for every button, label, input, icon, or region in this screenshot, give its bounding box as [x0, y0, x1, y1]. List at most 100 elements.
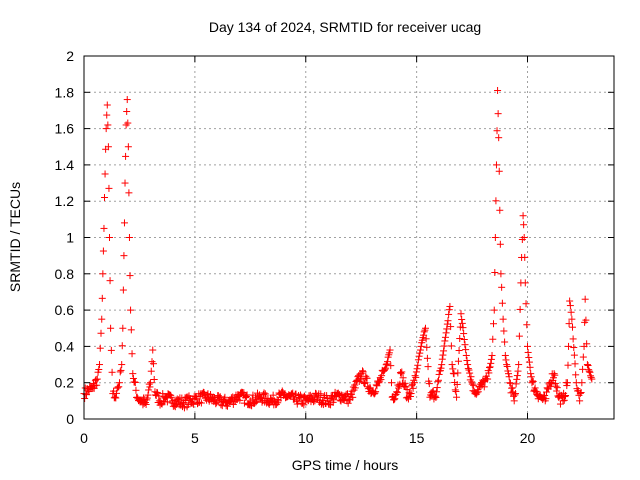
y-tick-label: 1.8 [55, 84, 75, 100]
data-point [438, 355, 446, 363]
data-point [516, 305, 524, 313]
data-point [498, 299, 506, 307]
data-point [480, 383, 488, 391]
data-point [128, 350, 136, 358]
data-point [587, 373, 595, 381]
data-point [508, 384, 516, 392]
data-point [431, 392, 439, 400]
data-point [465, 366, 473, 374]
data-point [467, 373, 475, 381]
data-point [260, 389, 268, 397]
data-point [381, 365, 389, 373]
data-point [568, 315, 576, 323]
data-point [103, 101, 111, 109]
data-point [150, 375, 158, 383]
data-point [439, 351, 447, 359]
data-point [582, 316, 590, 324]
data-point [449, 365, 457, 373]
data-point [93, 381, 101, 389]
data-point [485, 369, 493, 377]
data-point [161, 394, 169, 402]
data-point [98, 294, 106, 302]
data-point [387, 362, 395, 370]
data-point [123, 96, 131, 104]
data-point [383, 358, 391, 366]
data-point [113, 389, 121, 397]
data-point [529, 377, 537, 385]
data-point [587, 372, 595, 380]
data-point [423, 343, 431, 351]
data-point [565, 342, 573, 350]
x-tick-label: 5 [191, 430, 199, 446]
data-point [415, 352, 423, 360]
data-point [153, 389, 161, 397]
data-point [377, 376, 385, 384]
y-tick-label: 2 [66, 48, 74, 64]
data-point [120, 252, 128, 260]
x-tick-label: 20 [520, 430, 536, 446]
data-point [95, 365, 103, 373]
data-point [525, 354, 533, 362]
data-point [488, 351, 496, 359]
data-point [101, 194, 109, 202]
data-point [391, 395, 399, 403]
data-point [416, 346, 424, 354]
data-point [121, 179, 129, 187]
data-point [203, 391, 211, 399]
y-tick-label: 1.4 [55, 157, 75, 173]
data-point [351, 381, 359, 389]
data-point [458, 319, 466, 327]
data-point [513, 372, 521, 380]
data-point [571, 360, 579, 368]
chart-title: Day 134 of 2024, SRMTID for receiver uca… [209, 19, 481, 35]
data-point [497, 270, 505, 278]
data-point [490, 306, 498, 314]
data-point [584, 361, 592, 369]
data-point [521, 253, 529, 261]
data-point [120, 219, 128, 227]
data-point [420, 331, 428, 339]
data-point [122, 152, 130, 160]
data-point [473, 389, 481, 397]
data-point [376, 377, 384, 385]
data-point [474, 388, 482, 396]
x-tick-label: 10 [298, 430, 314, 446]
data-point [167, 393, 175, 401]
data-point [566, 297, 574, 305]
data-point [127, 326, 135, 334]
data-point [412, 368, 420, 376]
data-point [570, 344, 578, 352]
data-point [382, 364, 390, 372]
data-point [119, 324, 127, 332]
data-point [398, 368, 406, 376]
data-point [111, 393, 119, 401]
data-point [454, 369, 462, 377]
data-point [560, 396, 568, 404]
data-point [397, 370, 405, 378]
data-point [125, 234, 133, 241]
axis-tick-labels: 0 5 10 15 20 0 0.2 0.4 0.6 0.8 1 1.2 1.4 1.6 1.8 2 [55, 48, 536, 446]
data-point [561, 393, 569, 401]
y-tick-label: 0.6 [55, 302, 75, 318]
data-point [578, 379, 586, 387]
data-point [107, 324, 115, 332]
data-point [457, 310, 465, 318]
data-point [399, 374, 407, 382]
data-point [550, 370, 558, 378]
data-point [494, 110, 502, 118]
data-point [552, 382, 560, 390]
data-point [522, 300, 530, 308]
y-axis-label: SRMTID / TECUs [7, 182, 23, 292]
data-point [563, 379, 571, 387]
data-point [409, 384, 417, 392]
data-point [490, 320, 498, 328]
y-tick-label: 0 [66, 411, 74, 427]
data-point [145, 386, 153, 394]
data-point [310, 398, 318, 406]
data-point [441, 333, 449, 341]
data-point [106, 234, 114, 241]
data-point [300, 401, 308, 409]
data-point [131, 378, 139, 386]
data-point [209, 393, 217, 401]
